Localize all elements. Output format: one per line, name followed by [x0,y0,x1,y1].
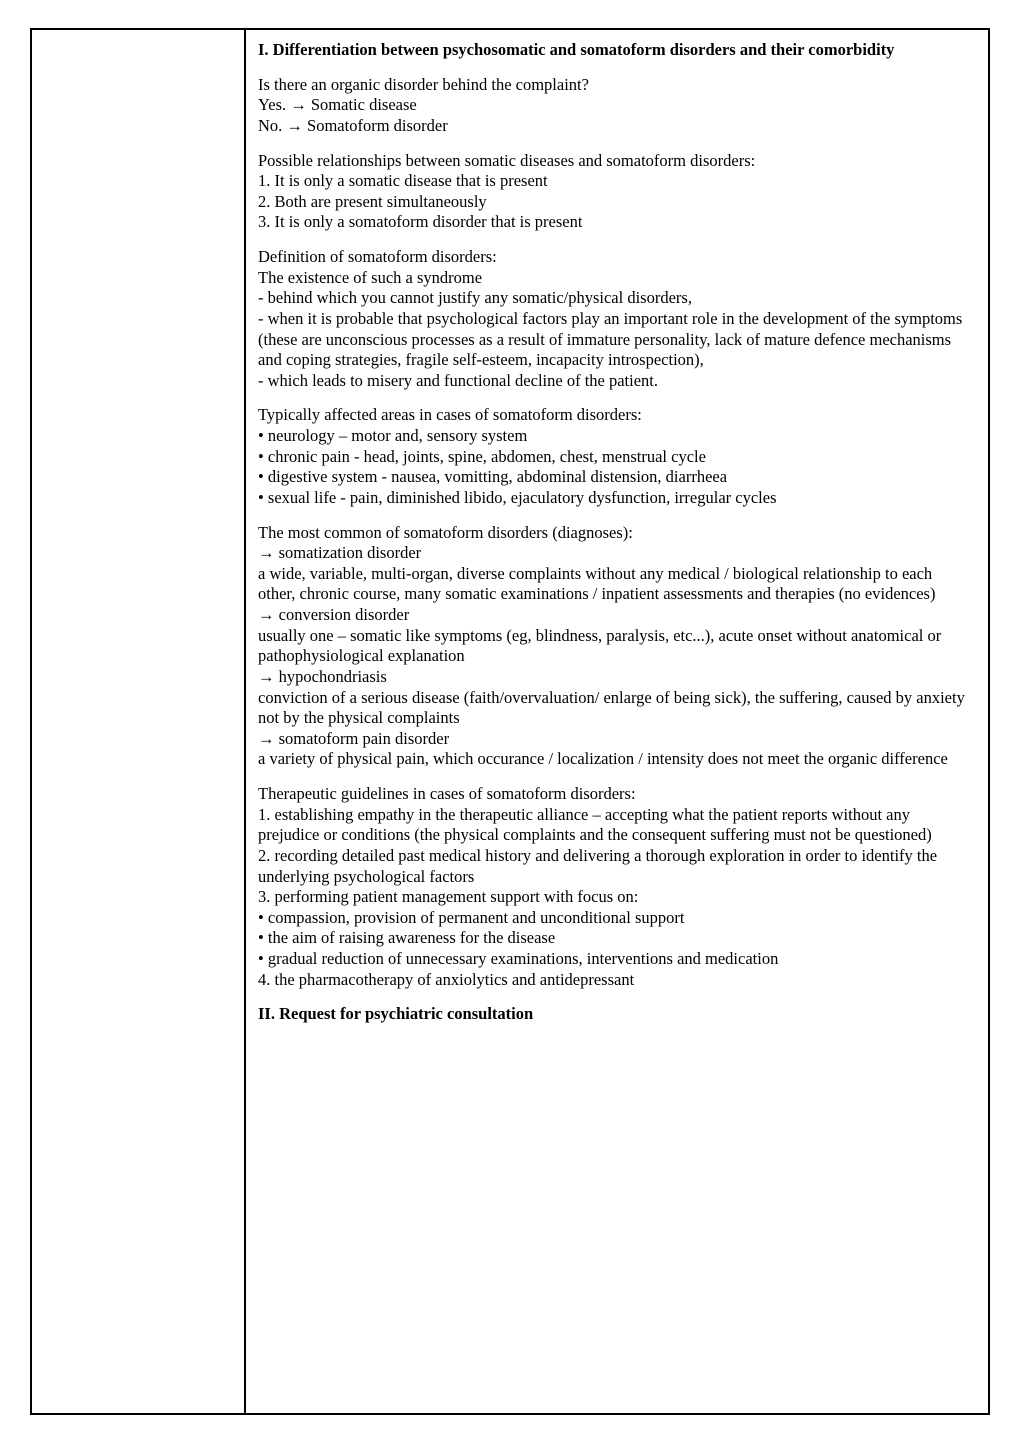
section-1-title: I. Differentiation between psychosomatic… [258,40,970,61]
area-4: • sexual life - pain, diminished libido,… [258,488,970,509]
definition-line-1: The existence of such a syndrome [258,268,970,289]
guideline-2: 2. recording detailed past medical histo… [258,846,970,887]
definition-line-4: - which leads to misery and functional d… [258,371,970,392]
area-3: • digestive system - nausea, vomitting, … [258,467,970,488]
relationships-title: Possible relationships between somatic d… [258,151,970,172]
somatization-arrow: → somatization disorder [258,543,970,564]
area-1: • neurology – motor and, sensory system [258,426,970,447]
guideline-4: 4. the pharmacotherapy of anxiolytics an… [258,970,970,991]
conversion-arrow: → conversion disorder [258,605,970,626]
conversion-body: usually one – somatic like symptoms (eg,… [258,626,970,667]
somatoform-pain-arrow: → somatoform pain disorder [258,729,970,750]
layout-table: I. Differentiation between psychosomatic… [30,28,990,1415]
somatoform-pain-body: a variety of physical pain, which occura… [258,749,970,770]
common-disorders-block: The most common of somatoform disorders … [258,523,970,771]
organic-question-block: Is there an organic disorder behind the … [258,75,970,137]
definition-line-3: - when it is probable that psychological… [258,309,970,371]
affected-areas-block: Typically affected areas in cases of som… [258,405,970,508]
relationships-block: Possible relationships between somatic d… [258,151,970,234]
guidelines-block: Therapeutic guidelines in cases of somat… [258,784,970,990]
definition-title: Definition of somatoform disorders: [258,247,970,268]
guideline-3b: • the aim of raising awareness for the d… [258,928,970,949]
relationship-3: 3. It is only a somatoform disorder that… [258,212,970,233]
guidelines-title: Therapeutic guidelines in cases of somat… [258,784,970,805]
guideline-3c: • gradual reduction of unnecessary exami… [258,949,970,970]
left-empty-cell [31,29,245,1414]
relationship-1: 1. It is only a somatic disease that is … [258,171,970,192]
answer-no: No. → Somatoform disorder [258,116,970,137]
affected-areas-title: Typically affected areas in cases of som… [258,405,970,426]
common-title: The most common of somatoform disorders … [258,523,970,544]
guideline-3: 3. performing patient management support… [258,887,970,908]
hypochondriasis-arrow: → hypochondriasis [258,667,970,688]
content-cell: I. Differentiation between psychosomatic… [245,29,989,1414]
section-2-title: II. Request for psychiatric consultation [258,1004,970,1025]
area-2: • chronic pain - head, joints, spine, ab… [258,447,970,468]
definition-line-2: - behind which you cannot justify any so… [258,288,970,309]
page: I. Differentiation between psychosomatic… [0,0,1020,1443]
answer-yes: Yes. → Somatic disease [258,95,970,116]
question-line: Is there an organic disorder behind the … [258,75,970,96]
somatization-body: a wide, variable, multi-organ, diverse c… [258,564,970,605]
relationship-2: 2. Both are present simultaneously [258,192,970,213]
guideline-3a: • compassion, provision of permanent and… [258,908,970,929]
hypochondriasis-body: conviction of a serious disease (faith/o… [258,688,970,729]
guideline-1: 1. establishing empathy in the therapeut… [258,805,970,846]
definition-block: Definition of somatoform disorders: The … [258,247,970,391]
